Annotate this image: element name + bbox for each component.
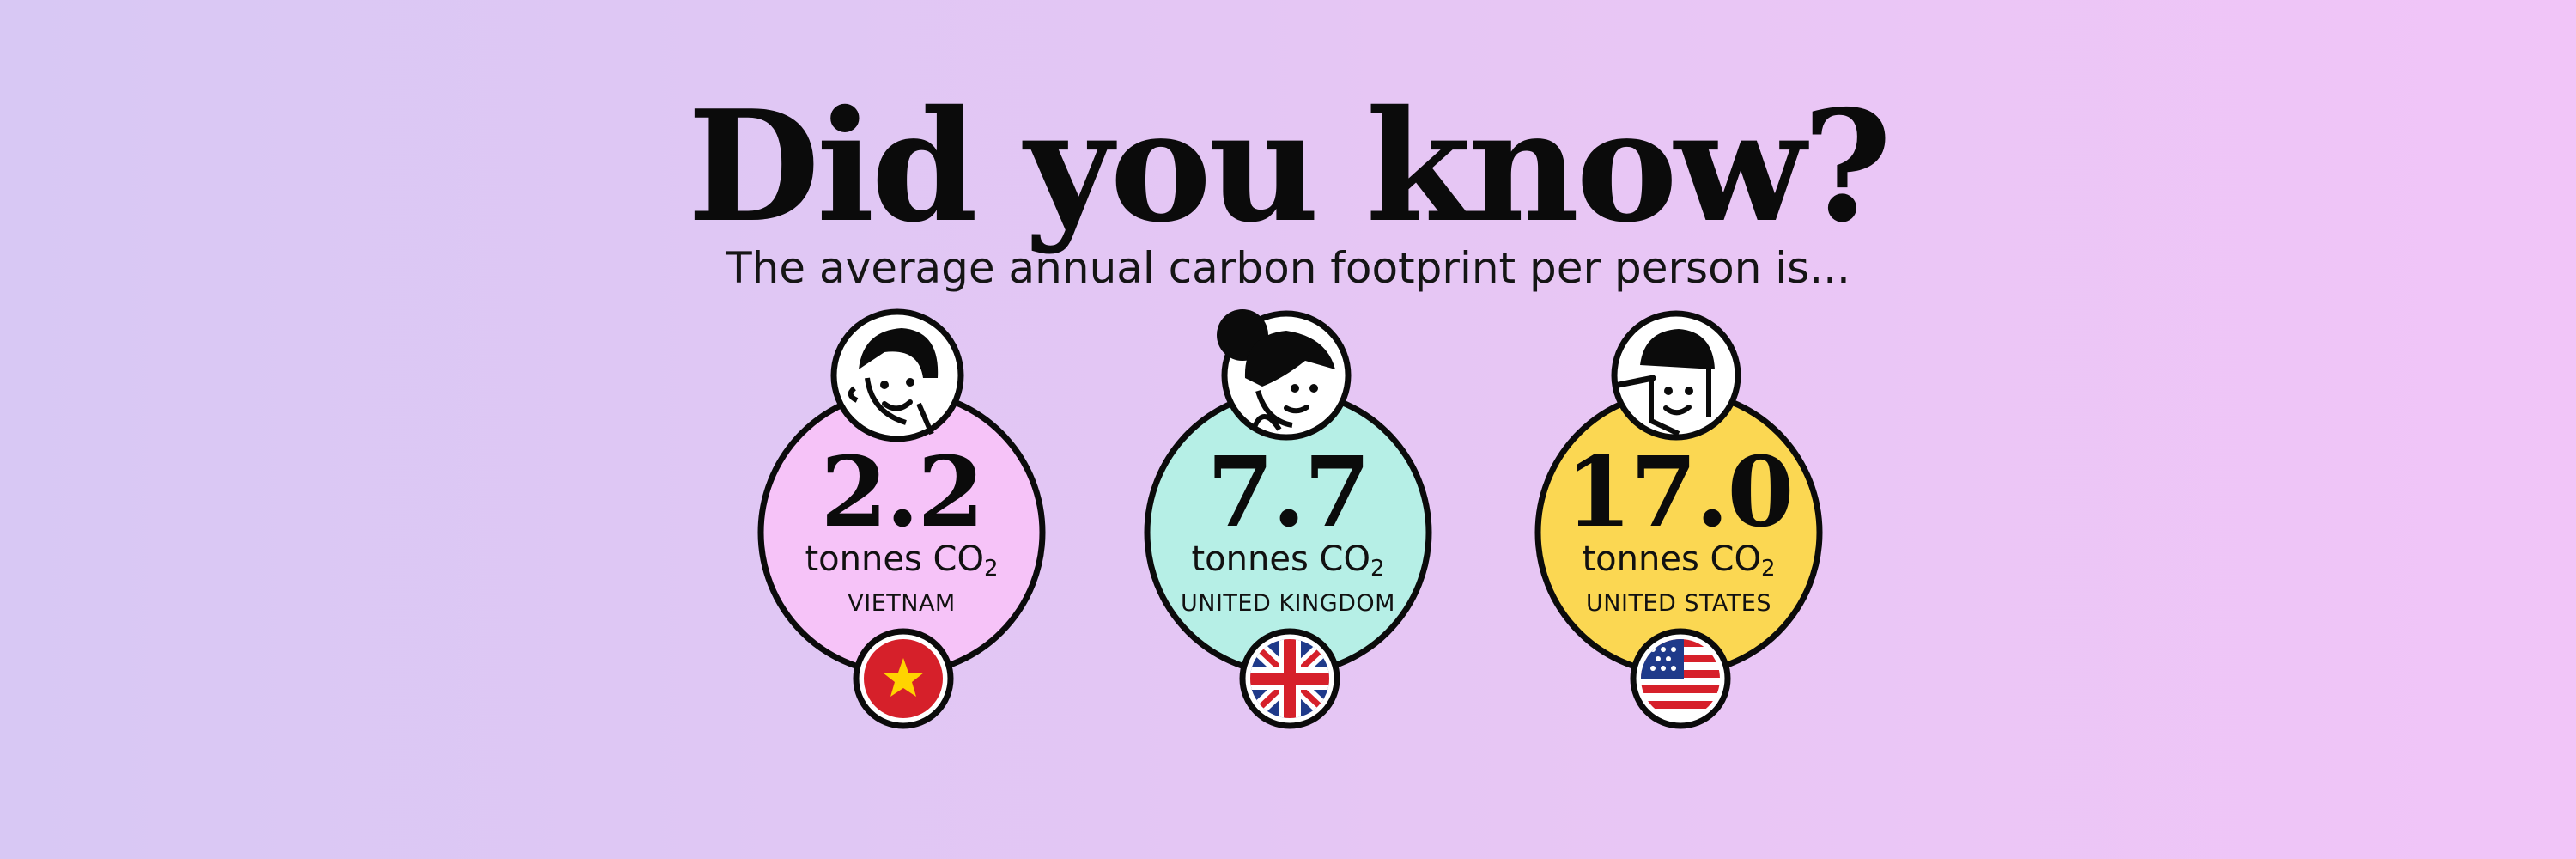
unit-us: tonnes CO2 [1582,539,1776,582]
bubble-vietnam [757,308,1046,729]
vietnam-flag-icon [853,628,954,729]
page-title: Did you know? [687,76,1893,256]
page-subtitle: The average annual carbon footprint per … [726,243,1850,293]
woman-bun-avatar-icon [1217,309,1352,441]
country-us: UNITED STATES [1586,590,1771,617]
smiling-man-avatar-icon [830,308,964,442]
country-vietnam: VIETNAM [848,590,956,617]
value-us: 17.0 [1564,436,1795,549]
card-vietnam: 2.2 tonnes CO2 VIETNAM [756,0,1048,859]
us-flag-icon [1630,628,1731,729]
unit-uk: tonnes CO2 [1191,539,1385,582]
bubble-us [1534,310,1823,729]
country-uk: UNITED KINGDOM [1181,590,1395,617]
card-us: 17.0 tonnes CO2 UNITED STATES [1533,0,1825,859]
uk-flag-icon [1239,628,1340,729]
value-vietnam: 2.2 [820,436,985,549]
value-uk: 7.7 [1206,436,1371,549]
man-cap-avatar-icon [1611,310,1741,441]
unit-vietnam: tonnes CO2 [805,539,999,582]
bubble-uk [1144,309,1432,729]
card-uk: 7.7 tonnes CO2 UNITED KINGDOM [1142,0,1434,859]
